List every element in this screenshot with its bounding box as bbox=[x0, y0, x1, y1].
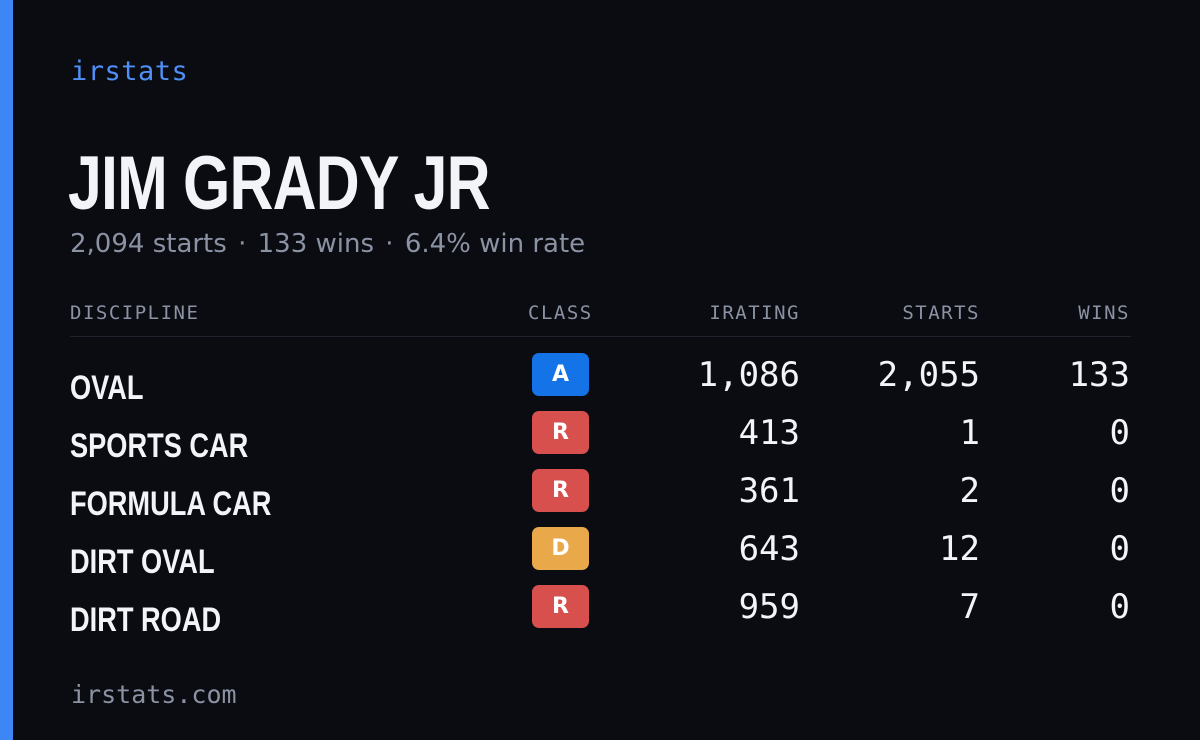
summary-separator: · bbox=[238, 229, 247, 259]
summary-separator: · bbox=[385, 229, 394, 259]
discipline-table: DISCIPLINE CLASS IRATING STARTS WINS OVA… bbox=[70, 296, 1131, 643]
irating-value: 413 bbox=[738, 413, 800, 453]
class-badge: R bbox=[532, 585, 589, 628]
irating-value: 361 bbox=[738, 471, 800, 511]
wins-value: 133 bbox=[1068, 355, 1130, 395]
brand-logo: irstats bbox=[71, 56, 189, 87]
summary-win-rate: 6.4% win rate bbox=[404, 229, 586, 259]
table-row: DIRT OVAL D 643 12 0 bbox=[70, 527, 1131, 585]
class-badge: R bbox=[532, 411, 589, 454]
irating-value: 1,086 bbox=[697, 355, 800, 395]
header-discipline: DISCIPLINE bbox=[70, 302, 200, 324]
wins-value: 0 bbox=[1109, 471, 1130, 511]
starts-value: 7 bbox=[959, 587, 980, 627]
wins-value: 0 bbox=[1109, 587, 1130, 627]
table-body: OVAL A 1,086 2,055 133 SPORTS CAR R 413 … bbox=[70, 337, 1131, 643]
starts-value: 2 bbox=[959, 471, 980, 511]
summary-wins: 133 wins bbox=[257, 229, 375, 259]
table-row: DIRT ROAD R 959 7 0 bbox=[70, 585, 1131, 643]
table-row: OVAL A 1,086 2,055 133 bbox=[70, 353, 1131, 411]
driver-name: JIM GRADY JR bbox=[68, 141, 491, 226]
discipline-name: DIRT OVAL bbox=[70, 543, 215, 581]
header-class: CLASS bbox=[528, 302, 593, 324]
wins-value: 0 bbox=[1109, 413, 1130, 453]
starts-value: 2,055 bbox=[877, 355, 980, 395]
discipline-name: OVAL bbox=[70, 369, 144, 407]
discipline-name: FORMULA CAR bbox=[70, 485, 272, 523]
discipline-name: SPORTS CAR bbox=[70, 427, 249, 465]
driver-summary: 2,094 starts · 133 wins · 6.4% win rate bbox=[70, 229, 585, 259]
summary-starts: 2,094 starts bbox=[70, 229, 227, 259]
accent-bar bbox=[0, 0, 13, 740]
irating-value: 643 bbox=[738, 529, 800, 569]
class-badge: R bbox=[532, 469, 589, 512]
table-header: DISCIPLINE CLASS IRATING STARTS WINS bbox=[70, 296, 1131, 337]
discipline-name: DIRT ROAD bbox=[70, 601, 222, 639]
header-wins: WINS bbox=[1078, 302, 1130, 324]
class-badge: A bbox=[532, 353, 589, 396]
header-irating: IRATING bbox=[709, 302, 800, 324]
footer-url: irstats.com bbox=[71, 680, 237, 709]
starts-value: 1 bbox=[959, 413, 980, 453]
class-badge: D bbox=[532, 527, 589, 570]
wins-value: 0 bbox=[1109, 529, 1130, 569]
table-row: SPORTS CAR R 413 1 0 bbox=[70, 411, 1131, 469]
header-starts: STARTS bbox=[902, 302, 980, 324]
starts-value: 12 bbox=[939, 529, 980, 569]
table-row: FORMULA CAR R 361 2 0 bbox=[70, 469, 1131, 527]
irating-value: 959 bbox=[738, 587, 800, 627]
